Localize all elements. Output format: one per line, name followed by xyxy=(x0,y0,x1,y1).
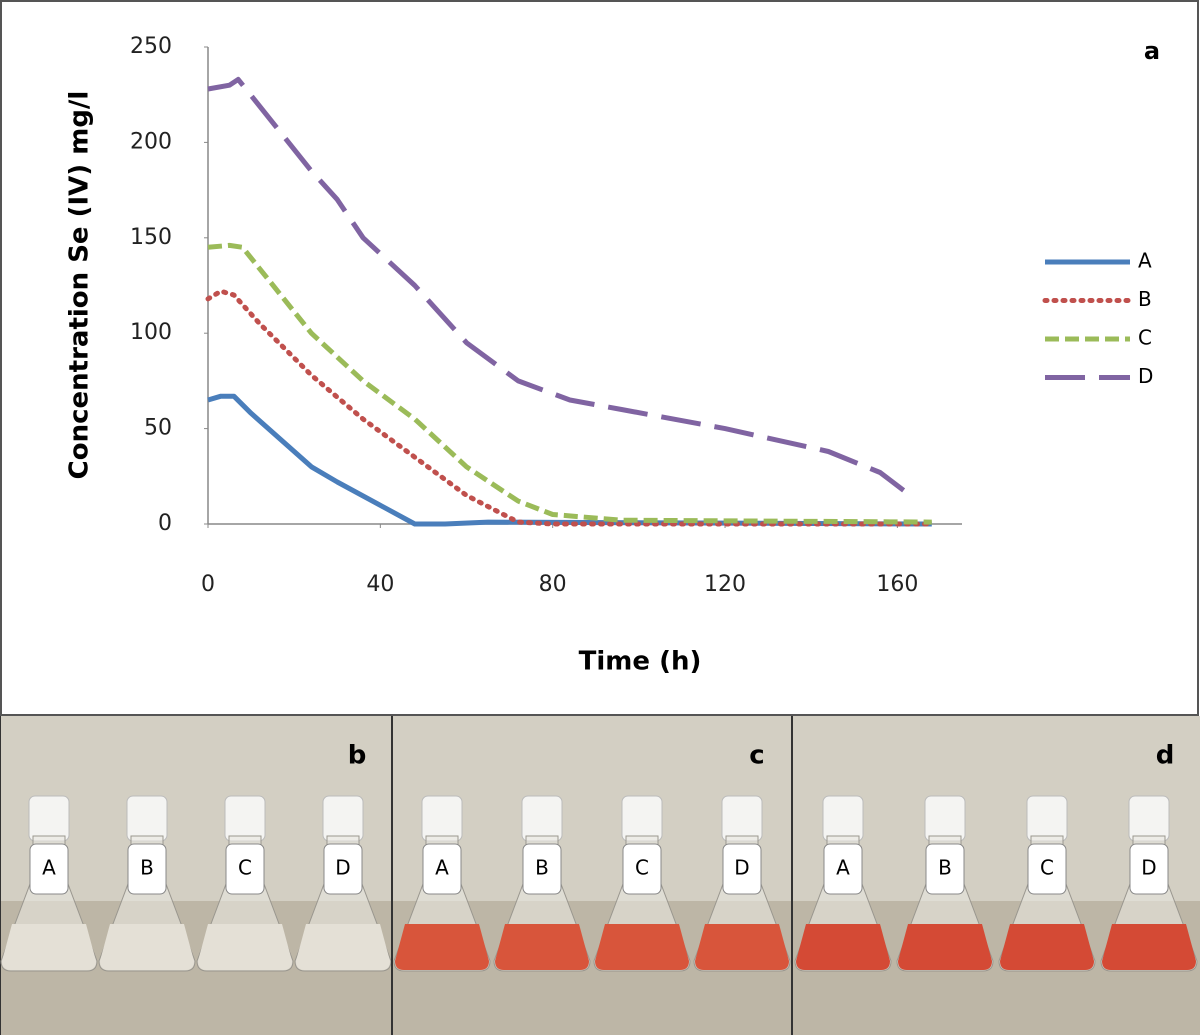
flask-liquid xyxy=(595,924,689,970)
flask-cap xyxy=(421,795,463,842)
series-line xyxy=(207,242,932,525)
flask-label: A xyxy=(435,856,449,880)
x-tick-label: 0 xyxy=(201,572,215,597)
flask-liquid xyxy=(898,924,992,970)
legend-label: B xyxy=(1138,287,1152,311)
flask-cap xyxy=(721,795,763,842)
y-tick-label: 250 xyxy=(130,34,172,59)
flask-cap xyxy=(1026,795,1068,842)
flask-label: A xyxy=(42,856,56,880)
flask-cap xyxy=(521,795,563,842)
flask-label: C xyxy=(635,856,649,880)
flask-label: C xyxy=(238,856,252,880)
flask-liquid xyxy=(296,924,390,970)
flask-liquid xyxy=(495,924,589,970)
x-tick-label: 80 xyxy=(539,572,567,597)
flask-liquid xyxy=(1000,924,1094,970)
y-tick-label: 200 xyxy=(130,129,172,154)
chart-frame xyxy=(0,0,1199,716)
flask-tag xyxy=(225,843,265,895)
y-axis-title: Concentration Se (IV) mg/l xyxy=(65,91,95,480)
flask-label: B xyxy=(140,856,154,880)
series-line xyxy=(205,288,935,527)
flask-label: D xyxy=(335,856,350,880)
flask-liquid xyxy=(100,924,194,970)
series-line xyxy=(207,393,932,527)
flask-cap xyxy=(28,795,70,842)
legend-label: C xyxy=(1138,326,1152,350)
x-tick-label: 160 xyxy=(876,572,918,597)
flask-label: D xyxy=(734,856,749,880)
panel-label: c xyxy=(749,741,764,771)
legend-label: A xyxy=(1138,249,1152,273)
flask-liquid xyxy=(1102,924,1196,970)
flask-cap xyxy=(322,795,364,842)
flask-liquid xyxy=(395,924,489,970)
panel-label: a xyxy=(1144,37,1160,65)
flask-tag xyxy=(622,843,662,895)
flask-cap xyxy=(822,795,864,842)
flask-liquid xyxy=(796,924,890,970)
flask-label: B xyxy=(535,856,549,880)
flask-label: B xyxy=(938,856,952,880)
panel-label: b xyxy=(348,741,367,771)
flask-label: A xyxy=(836,856,850,880)
flask-liquid xyxy=(2,924,96,970)
y-tick-label: 150 xyxy=(130,225,172,250)
y-tick-label: 0 xyxy=(158,511,172,536)
x-axis-title: Time (h) xyxy=(579,647,702,677)
x-tick-label: 120 xyxy=(704,572,746,597)
y-tick-label: 100 xyxy=(130,320,172,345)
flask-cap xyxy=(1128,795,1170,842)
flask-label: D xyxy=(1141,856,1156,880)
legend-label: D xyxy=(1138,364,1153,388)
flask-tag xyxy=(823,843,863,895)
flask-liquid xyxy=(695,924,789,970)
flask-tag xyxy=(722,843,762,895)
flask-cap xyxy=(126,795,168,842)
flask-tag xyxy=(925,843,965,895)
flask-liquid xyxy=(198,924,292,970)
panel-label: d xyxy=(1156,741,1175,771)
flask-tag xyxy=(1027,843,1067,895)
flask-cap xyxy=(224,795,266,842)
flask-tag xyxy=(1129,843,1169,895)
flask-label: C xyxy=(1040,856,1054,880)
y-tick-label: 50 xyxy=(144,416,172,441)
flask-tag xyxy=(127,843,167,895)
flask-tag xyxy=(522,843,562,895)
flask-tag xyxy=(422,843,462,895)
x-tick-label: 40 xyxy=(366,572,394,597)
flask-tag xyxy=(323,843,363,895)
flask-tag xyxy=(29,843,69,895)
series-line xyxy=(207,76,912,498)
flask-cap xyxy=(924,795,966,842)
flask-cap xyxy=(621,795,663,842)
